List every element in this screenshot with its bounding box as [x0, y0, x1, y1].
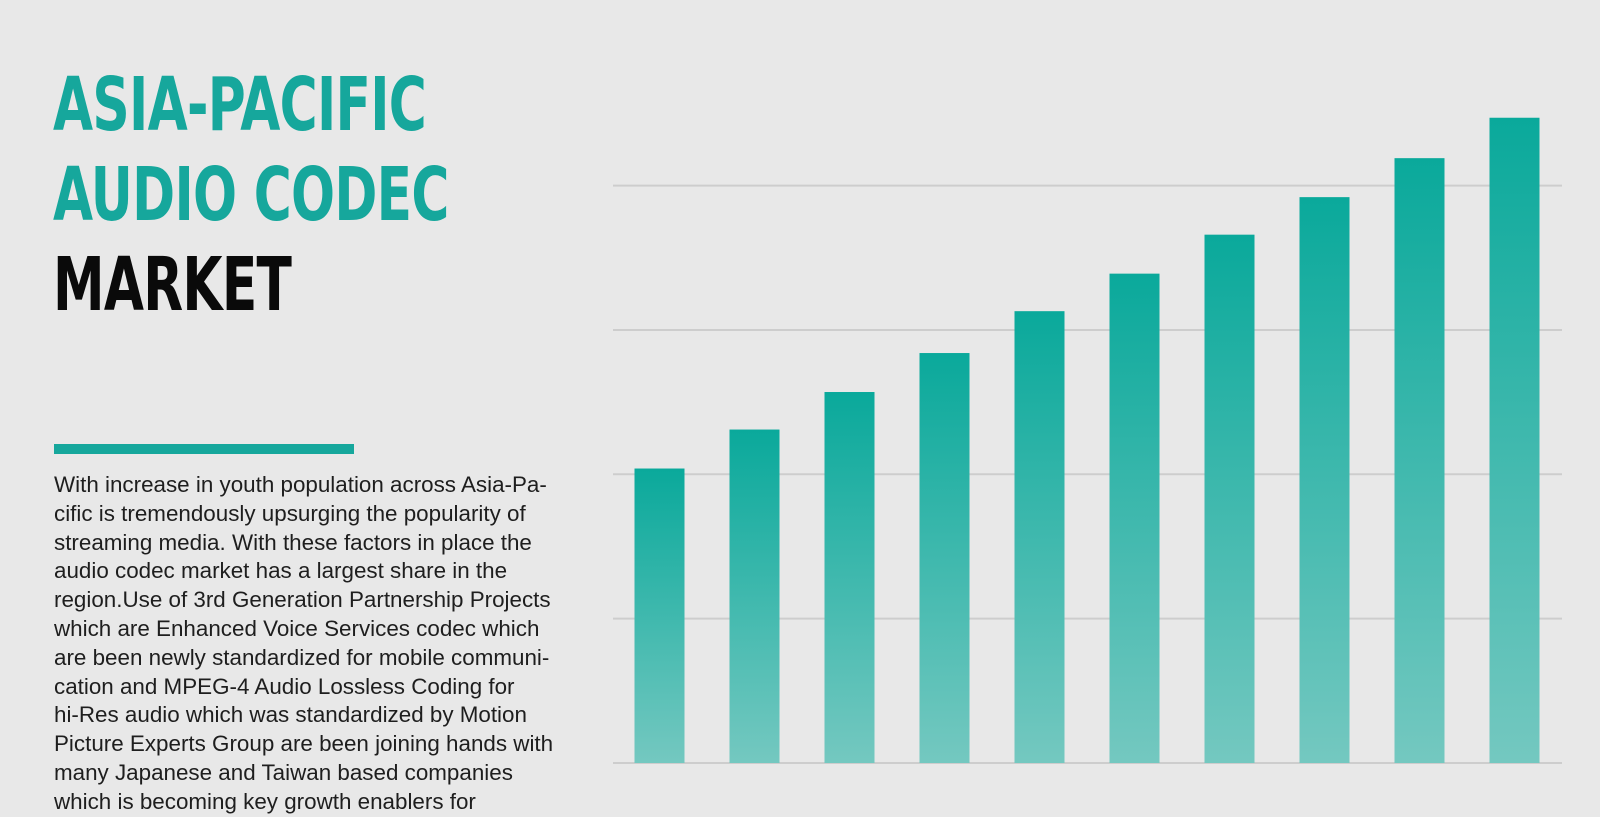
bar — [729, 429, 780, 763]
description-text: With increase in youth population across… — [54, 471, 602, 817]
bars — [634, 117, 1540, 764]
description-line: Picture Experts Group are been joining h… — [54, 731, 554, 757]
description-line: With increase in youth population across… — [54, 472, 547, 497]
title-line-2: AUDIO CODEC — [53, 152, 449, 238]
description-line: many Japanese and Taiwan based companies — [54, 759, 513, 785]
title-block: ASIA-PACIFIC AUDIO CODEC MARKET — [53, 60, 573, 330]
description-line: hi-Res audio which was standardized by M… — [54, 702, 527, 728]
description-line: which are Enhanced Voice Services codec … — [54, 615, 540, 641]
bar — [634, 468, 685, 763]
description-line: cific is tremendously upsurging the popu… — [54, 500, 526, 526]
bar — [824, 392, 875, 763]
description-line: region.Use of 3rd Generation Partnership… — [54, 587, 551, 613]
bar — [1394, 158, 1445, 764]
bar — [1109, 273, 1160, 763]
title-line-1: ASIA-PACIFIC — [53, 62, 427, 148]
accent-divider — [54, 444, 354, 454]
bar — [1204, 234, 1255, 763]
description-line: cation and MPEG-4 Audio Lossless Coding … — [54, 673, 515, 699]
title-line-3: MARKET — [53, 242, 292, 328]
bar — [919, 353, 970, 763]
description-line: audio codec market has a largest share i… — [54, 558, 508, 584]
bar-chart — [613, 117, 1562, 764]
bar — [1489, 117, 1540, 763]
bar — [1299, 197, 1350, 764]
bar — [1014, 311, 1065, 763]
description-line: are been newly standardized for mobile c… — [54, 644, 550, 670]
description-line: streaming media. With these factors in p… — [54, 529, 532, 555]
